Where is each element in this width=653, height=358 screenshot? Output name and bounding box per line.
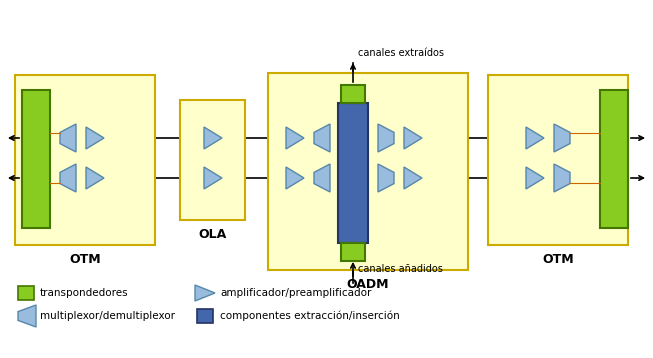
Polygon shape [18, 305, 36, 327]
Bar [268, 73, 468, 270]
Text: canales extraídos: canales extraídos [358, 48, 444, 58]
Polygon shape [204, 127, 222, 149]
Polygon shape [60, 164, 76, 192]
Polygon shape [286, 167, 304, 189]
Bar [15, 75, 155, 245]
Text: multiplexor/demultiplexor: multiplexor/demultiplexor [40, 311, 175, 321]
Polygon shape [404, 167, 422, 189]
Polygon shape [60, 124, 76, 152]
Text: OTM: OTM [69, 253, 101, 266]
Polygon shape [554, 164, 570, 192]
Polygon shape [526, 167, 544, 189]
Bar [341, 85, 365, 103]
Polygon shape [404, 127, 422, 149]
Bar [18, 286, 34, 300]
Polygon shape [314, 124, 330, 152]
Polygon shape [554, 124, 570, 152]
Text: OLA: OLA [199, 228, 227, 241]
Polygon shape [195, 285, 215, 301]
Polygon shape [378, 124, 394, 152]
Text: OTM: OTM [542, 253, 574, 266]
Polygon shape [204, 167, 222, 189]
Text: componentes extracción/inserción: componentes extracción/inserción [220, 311, 400, 321]
Bar [488, 75, 628, 245]
Bar [180, 100, 245, 220]
Text: OADM: OADM [347, 278, 389, 291]
Polygon shape [86, 127, 104, 149]
Bar [22, 90, 50, 228]
Polygon shape [86, 167, 104, 189]
Polygon shape [314, 164, 330, 192]
Bar [197, 309, 213, 323]
Text: canales añadidos: canales añadidos [358, 264, 443, 274]
Polygon shape [286, 127, 304, 149]
Polygon shape [378, 164, 394, 192]
Polygon shape [526, 127, 544, 149]
Bar [338, 103, 368, 243]
Text: amplificador/preamplificador: amplificador/preamplificador [220, 288, 372, 298]
Text: transpondedores: transpondedores [40, 288, 129, 298]
Bar [341, 243, 365, 261]
Bar [600, 90, 628, 228]
